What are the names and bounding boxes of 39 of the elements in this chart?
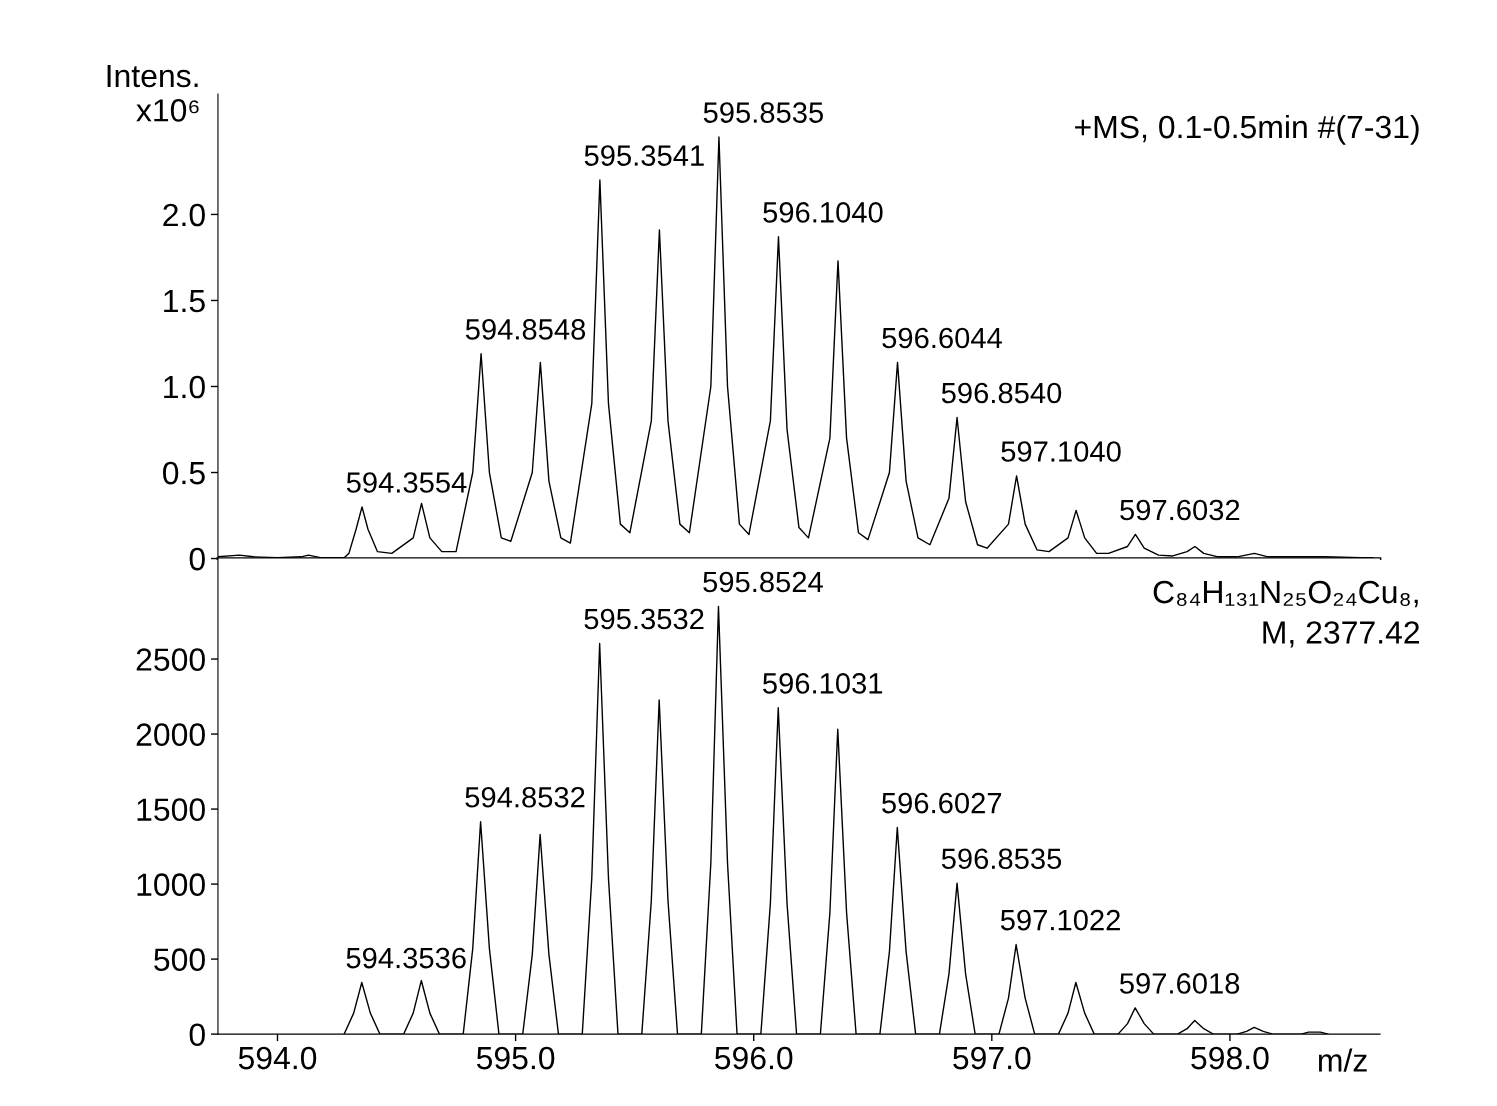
annotation: 594.8532: [465, 786, 585, 808]
y-tick-label: 0: [189, 1023, 205, 1046]
annotation: 596.6044: [882, 327, 1002, 349]
annotation: 597.6032: [1120, 499, 1240, 521]
annotation: 595.3541: [584, 145, 704, 166]
y-tick-label: 2500: [136, 648, 205, 671]
annotation: M, 2377.42: [1263, 621, 1420, 648]
annotation: 596.6027: [882, 792, 1002, 814]
y-tick-label: 1000: [137, 873, 205, 896]
annotation: 597.1022: [1000, 909, 1120, 931]
annotation: 597.1040: [1001, 441, 1121, 462]
annotation: 596.1040: [763, 202, 883, 223]
annotation: 596.8535: [941, 848, 1062, 870]
y-tick-label: 1500: [137, 798, 205, 821]
annotation: 596.1031: [763, 673, 883, 694]
annotation: 595.8535: [703, 102, 823, 123]
y-tick-label: 2.0: [163, 203, 205, 227]
y-tick-label: 2000: [136, 723, 205, 746]
y-tick-label: 1.5: [164, 290, 205, 313]
x-tick-label: 598.0: [1191, 1046, 1269, 1070]
annotation: 595.8524: [703, 571, 823, 593]
x-tick-label: 596.0: [715, 1046, 793, 1070]
y-tick-label: 500: [154, 948, 205, 971]
annotation: 597.6018: [1119, 973, 1240, 994]
x-tick-label: 597.0: [953, 1046, 1031, 1070]
annotation: 594.3536: [346, 947, 466, 969]
annotation: 595.3532: [584, 608, 704, 630]
annotation: 594.8548: [465, 319, 586, 340]
annotation: +MS, 0.1-0.5min #(7-31): [1075, 114, 1419, 145]
annotation: 594.3554: [346, 472, 467, 493]
y-axis-title: Intens. x10⁶: [107, 64, 199, 122]
y-tick-label: 1.0: [164, 375, 205, 399]
x-axis-title: m/z: [1318, 1048, 1367, 1072]
y-tick-label: 0.5: [163, 461, 205, 485]
y-tick-label: 0: [189, 547, 205, 571]
annotation: C₈₄H₁₃₁N₂₅O₂₄Cu₈,: [1153, 580, 1418, 608]
x-tick-label: 595.0: [476, 1046, 555, 1070]
annotation: 596.8540: [941, 382, 1062, 404]
x-tick-label: 594.0: [238, 1046, 317, 1070]
